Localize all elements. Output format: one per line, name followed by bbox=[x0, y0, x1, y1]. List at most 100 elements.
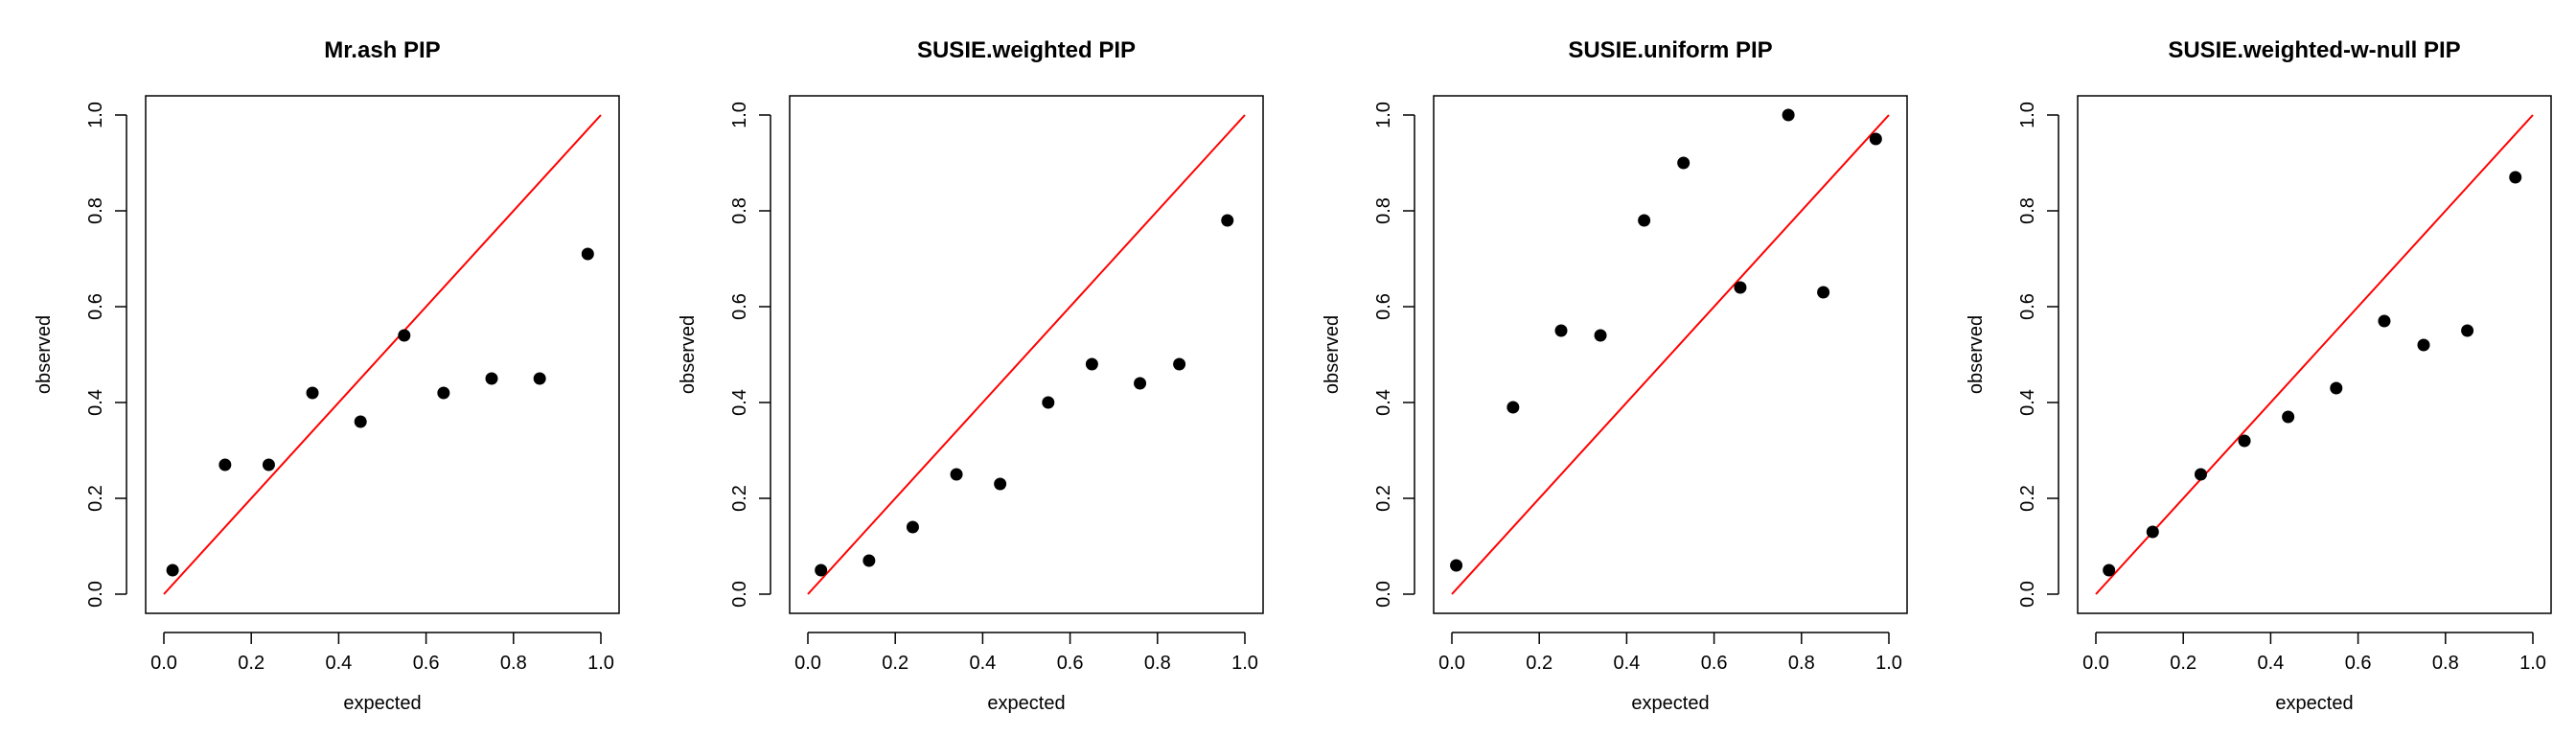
x-tick-label: 0.0 bbox=[794, 653, 821, 674]
y-tick-label: 0.8 bbox=[85, 197, 106, 224]
y-tick-label: 0.8 bbox=[2017, 197, 2038, 224]
x-tick-label: 1.0 bbox=[1231, 653, 1258, 674]
y-tick-label: 0.6 bbox=[2017, 293, 2038, 320]
data-point bbox=[1554, 324, 1568, 337]
chart-panel-3: SUSIE.uniform PIP 0.0 0.2 0.4 0.6 0.8 1.0 0.0 0.… bbox=[1322, 37, 1908, 714]
data-point bbox=[2282, 410, 2295, 424]
x-tick-label: 0.6 bbox=[1701, 653, 1728, 674]
data-point bbox=[815, 564, 828, 577]
x-tick-label: 0.0 bbox=[2082, 653, 2109, 674]
x-axis-label: expected bbox=[343, 693, 421, 714]
y-tick-label: 1.0 bbox=[1373, 102, 1394, 128]
y-tick-label: 0.0 bbox=[729, 581, 750, 608]
y-tick-label: 0.2 bbox=[729, 485, 750, 512]
x-tick-label: 0.2 bbox=[238, 653, 264, 674]
data-point bbox=[1085, 357, 1098, 371]
y-tick-label: 0.8 bbox=[729, 197, 750, 224]
reference-line bbox=[163, 114, 602, 595]
y-tick-label: 0.0 bbox=[85, 581, 106, 608]
x-tick-label: 1.0 bbox=[1875, 653, 1902, 674]
x-tick-label: 0.6 bbox=[2345, 653, 2372, 674]
data-point bbox=[2238, 434, 2251, 448]
data-point bbox=[437, 386, 450, 400]
chart-title: SUSIE.weighted-w-null PIP bbox=[2168, 37, 2460, 63]
data-point bbox=[2509, 171, 2522, 184]
y-tick-label: 0.6 bbox=[85, 293, 106, 320]
x-tick-label: 0.2 bbox=[1526, 653, 1552, 674]
data-point bbox=[2146, 525, 2159, 539]
x-axis-label: expected bbox=[2275, 693, 2353, 714]
data-point bbox=[1594, 329, 1607, 342]
x-tick-label: 0.2 bbox=[882, 653, 908, 674]
x-tick-label: 0.8 bbox=[1788, 653, 1815, 674]
y-tick-label: 1.0 bbox=[729, 102, 750, 128]
y-axis-label: observed bbox=[34, 315, 55, 394]
y-tick-label: 0.8 bbox=[1373, 197, 1394, 224]
reference-line bbox=[2095, 114, 2534, 595]
data-point bbox=[2103, 564, 2116, 577]
data-point bbox=[306, 386, 319, 400]
data-point bbox=[354, 415, 367, 428]
y-tick-label: 0.2 bbox=[2017, 485, 2038, 512]
plot-frame bbox=[145, 95, 620, 614]
plot-frame bbox=[789, 95, 1264, 614]
data-point bbox=[1134, 377, 1147, 390]
y-tick-label: 0.6 bbox=[1373, 293, 1394, 320]
y-tick-label: 0.4 bbox=[1373, 389, 1394, 416]
x-tick-label: 0.8 bbox=[500, 653, 527, 674]
y-tick-label: 0.2 bbox=[85, 485, 106, 512]
data-point bbox=[1506, 401, 1520, 414]
x-tick-label: 0.6 bbox=[413, 653, 440, 674]
y-axis-label: observed bbox=[1966, 315, 1987, 394]
x-tick-label: 0.0 bbox=[1438, 653, 1465, 674]
data-point bbox=[1869, 132, 1882, 146]
x-tick-label: 0.2 bbox=[2170, 653, 2196, 674]
data-point bbox=[166, 564, 179, 577]
data-point bbox=[1677, 156, 1690, 170]
chart-panel-2: SUSIE.weighted PIP 0.0 0.2 0.4 0.6 0.8 1.0 0.0 0… bbox=[678, 37, 1264, 714]
chart-panel-4: SUSIE.weighted-w-null PIP 0.0 0.2 0.4 0.6 0.8… bbox=[1966, 37, 2552, 714]
data-point bbox=[581, 247, 594, 261]
data-point bbox=[1221, 214, 1234, 227]
data-point bbox=[1450, 559, 1463, 572]
data-point bbox=[218, 458, 232, 472]
x-tick-label: 1.0 bbox=[587, 653, 614, 674]
data-point bbox=[533, 372, 546, 385]
data-point bbox=[2417, 338, 2430, 352]
data-point bbox=[398, 329, 411, 342]
y-tick-label: 1.0 bbox=[2017, 102, 2038, 128]
y-tick-label: 0.2 bbox=[1373, 485, 1394, 512]
data-point bbox=[906, 520, 919, 534]
y-tick-label: 0.4 bbox=[2017, 389, 2038, 416]
data-point bbox=[2461, 324, 2474, 337]
data-point bbox=[1638, 214, 1651, 227]
y-tick-label: 1.0 bbox=[85, 102, 106, 128]
data-point bbox=[1734, 281, 1747, 294]
x-tick-label: 0.8 bbox=[2432, 653, 2459, 674]
data-point bbox=[1042, 396, 1055, 409]
reference-line bbox=[807, 114, 1246, 595]
data-point bbox=[994, 477, 1007, 491]
y-tick-label: 0.0 bbox=[1373, 581, 1394, 608]
plot-frame bbox=[2077, 95, 2552, 614]
x-tick-label: 0.4 bbox=[969, 653, 996, 674]
y-axis-label: observed bbox=[1322, 315, 1343, 394]
data-point bbox=[950, 468, 963, 481]
data-point bbox=[2330, 381, 2343, 395]
chart-title: SUSIE.uniform PIP bbox=[1568, 37, 1772, 63]
chart-panel-1: Mr.ash PIP 0.0 0.2 0.4 0.6 0.8 1.0 0.0 0.2 0.4 0.6… bbox=[34, 37, 620, 714]
data-point bbox=[262, 458, 275, 472]
reference-line bbox=[1451, 114, 1890, 595]
x-tick-label: 0.6 bbox=[1057, 653, 1084, 674]
data-point bbox=[862, 554, 876, 567]
y-tick-label: 0.4 bbox=[729, 389, 750, 416]
x-tick-label: 0.4 bbox=[2257, 653, 2284, 674]
x-tick-label: 1.0 bbox=[2519, 653, 2546, 674]
x-tick-label: 0.4 bbox=[325, 653, 352, 674]
data-point bbox=[2378, 314, 2391, 328]
y-axis-label: observed bbox=[678, 315, 699, 394]
y-tick-label: 0.0 bbox=[2017, 581, 2038, 608]
data-point bbox=[2194, 468, 2207, 481]
x-tick-label: 0.4 bbox=[1613, 653, 1640, 674]
data-point bbox=[1817, 286, 1830, 299]
